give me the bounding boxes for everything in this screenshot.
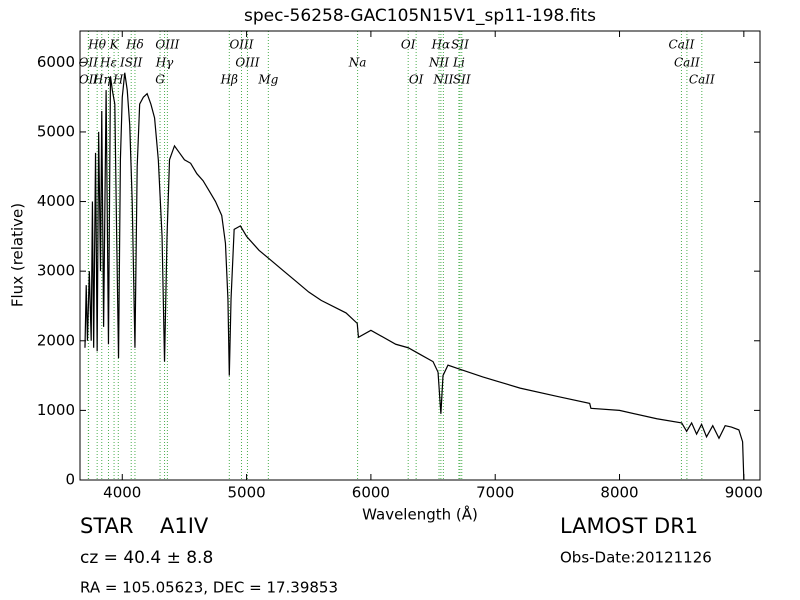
spectral-line-label: Hθ bbox=[87, 38, 106, 52]
y-tick-label: 0 bbox=[65, 471, 75, 489]
spectral-line-label: Hδ bbox=[125, 38, 144, 52]
y-tick-label: 3000 bbox=[37, 262, 75, 280]
spectral-line-label: SII bbox=[453, 73, 471, 87]
subclass: A1IV bbox=[160, 514, 209, 538]
x-axis-label: Wavelength (Å) bbox=[362, 505, 478, 524]
spectral-line-label: CaII bbox=[674, 56, 700, 70]
spectral-line-label: Hβ bbox=[220, 73, 238, 87]
spectral-line-label: G bbox=[155, 73, 165, 87]
x-tick-label: 9000 bbox=[725, 484, 763, 502]
coordinates: RA = 105.05623, DEC = 17.39853 bbox=[80, 579, 338, 597]
spectral-line-label: OIII bbox=[235, 56, 259, 70]
spectral-line-label: Hη bbox=[92, 73, 111, 87]
spectral-line-label: OII bbox=[79, 56, 99, 70]
spectral-line-label: OIII bbox=[229, 38, 253, 52]
spectral-line-label: SII bbox=[451, 38, 469, 52]
x-tick-label: 8000 bbox=[600, 484, 638, 502]
spectral-line-label: Hα bbox=[431, 38, 451, 52]
y-tick-label: 1000 bbox=[37, 401, 75, 419]
spectrum-line bbox=[84, 72, 745, 481]
plot-frame bbox=[79, 30, 761, 481]
spectral-line-label: Mg bbox=[257, 73, 278, 87]
class: STAR bbox=[80, 514, 133, 538]
spectral-line-label: Hε bbox=[99, 56, 117, 70]
spectral-line-label: OI bbox=[401, 38, 416, 52]
x-tick-label: 4000 bbox=[103, 484, 141, 502]
spectral-line-label: Na bbox=[348, 56, 367, 70]
redshift: cz = 40.4 ± 8.8 bbox=[80, 548, 213, 568]
x-tick-label: 6000 bbox=[352, 484, 390, 502]
spectral-line-label: ISII bbox=[119, 56, 143, 70]
y-tick-label: 4000 bbox=[37, 192, 75, 210]
spectral-line-label: Li bbox=[452, 56, 465, 70]
y-axis-label: Flux (relative) bbox=[9, 203, 27, 307]
spectral-line-label: OIII bbox=[155, 38, 179, 52]
y-tick-label: 5000 bbox=[37, 122, 75, 140]
spectral-line-label: OII bbox=[79, 73, 99, 87]
y-tick-label: 6000 bbox=[37, 53, 75, 71]
survey: LAMOST DR1 bbox=[560, 514, 698, 538]
spectral-line-label: Hγ bbox=[155, 56, 174, 70]
chart-title: spec-56258-GAC105N15V1_sp11-198.fits bbox=[244, 6, 596, 26]
x-tick-label: 7000 bbox=[476, 484, 514, 502]
spectral-line-label: CaII bbox=[689, 73, 715, 87]
spectral-line-label: CaII bbox=[669, 38, 695, 52]
spectral-line-label: NII bbox=[428, 56, 449, 70]
spectral-line-label: OI bbox=[409, 73, 424, 87]
spectral-line-label: H bbox=[112, 73, 124, 87]
y-tick-label: 2000 bbox=[37, 331, 75, 349]
obs-date: Obs-Date:20121126 bbox=[560, 549, 712, 567]
x-tick-label: 5000 bbox=[227, 484, 265, 502]
spectral-line-label: NII bbox=[432, 73, 453, 87]
spectral-line-label: K bbox=[109, 38, 120, 52]
